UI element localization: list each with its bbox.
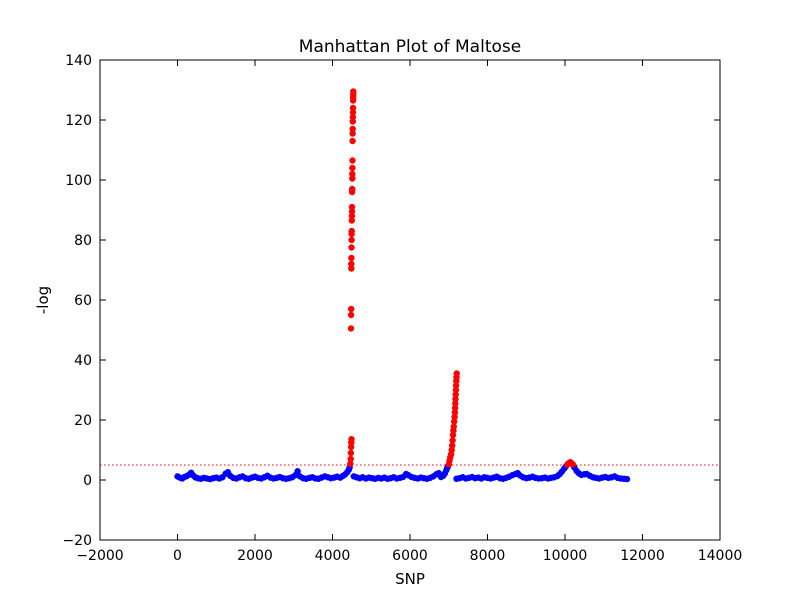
data-point (348, 254, 355, 262)
data-point (348, 244, 355, 251)
data-point (347, 455, 354, 463)
data-point (349, 170, 356, 178)
x-tick-label: 8000 (470, 548, 506, 564)
y-axis-label: -log (34, 286, 52, 314)
x-tick-label: 4000 (315, 548, 351, 564)
plot-area (99, 59, 721, 541)
axis-ticks: −2000 0 2000 4000 6000 8000 10000 12000 14000 −20… (62, 53, 742, 564)
data-point (623, 475, 631, 483)
x-axis-label: SNP (395, 570, 425, 588)
data-point (349, 137, 356, 145)
y-tick-label: 60 (74, 293, 92, 309)
y-tick-label: 100 (65, 173, 92, 189)
y-tick-label: 40 (74, 353, 92, 369)
chart-title: Manhattan Plot of Maltose (299, 37, 521, 57)
x-tick-label: −2000 (76, 548, 123, 564)
data-point (349, 125, 356, 133)
data-point (348, 203, 356, 211)
x-tick-label: 12000 (620, 548, 665, 564)
y-tick-label: 140 (65, 53, 92, 69)
data-point (449, 437, 456, 444)
data-point (569, 461, 577, 468)
data-point (349, 104, 357, 112)
y-tick-label: 20 (74, 413, 92, 429)
x-tick-label: 6000 (392, 548, 428, 564)
data-point (350, 88, 357, 95)
data-points (174, 88, 631, 483)
data-point (348, 227, 355, 235)
data-point (347, 305, 355, 313)
data-point (348, 236, 355, 244)
x-tick-label: 14000 (698, 548, 743, 564)
y-tick-label: 80 (74, 233, 92, 249)
x-tick-label: 10000 (543, 548, 588, 564)
y-tick-label: −20 (62, 533, 92, 549)
data-point (347, 325, 355, 332)
data-point (348, 260, 355, 268)
data-point (453, 370, 460, 377)
y-tick-label: 120 (65, 113, 92, 129)
x-tick-label: 0 (173, 548, 182, 564)
data-point (347, 449, 355, 457)
data-point (349, 157, 356, 164)
data-point (347, 311, 355, 319)
y-tick-label: 0 (83, 473, 92, 489)
x-tick-label: 2000 (237, 548, 273, 564)
data-point (349, 164, 356, 172)
data-point (348, 185, 356, 193)
data-point (348, 435, 355, 443)
